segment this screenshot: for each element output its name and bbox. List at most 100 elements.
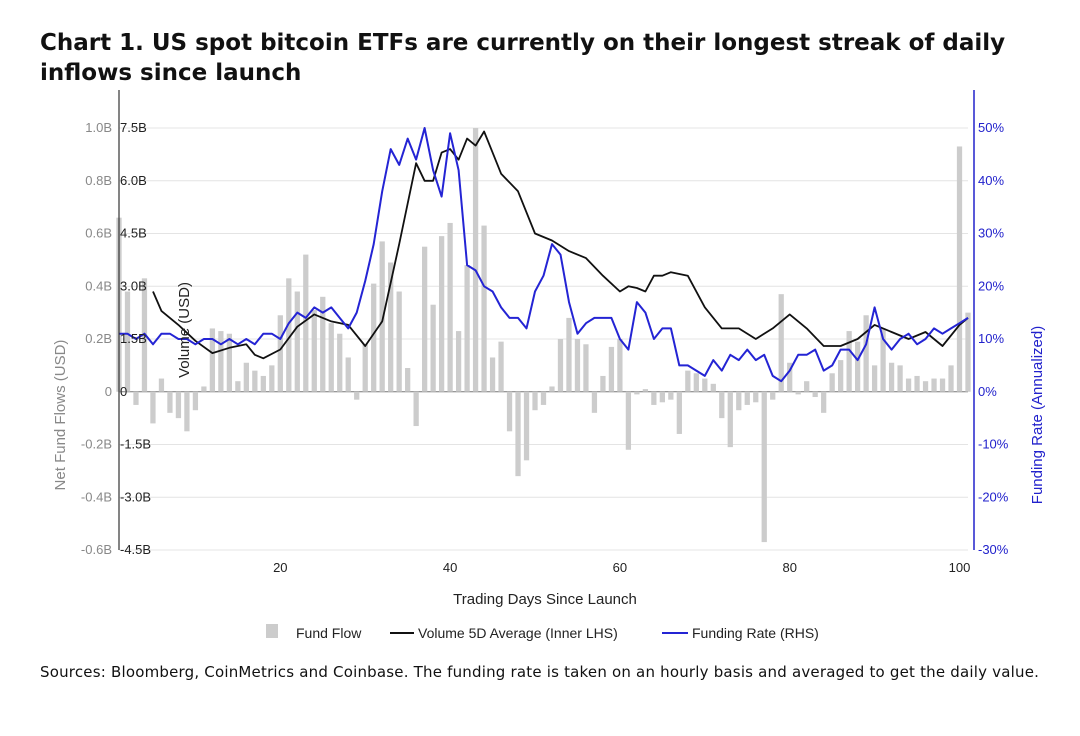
right-tick-label: 10% — [978, 331, 1004, 346]
fund-flow-bar — [922, 381, 929, 392]
inner-left-tick-label: 3.0B — [120, 278, 147, 293]
outer-left-tick-label: 0.8B — [85, 173, 112, 188]
inner-left-tick-label: 7.5B — [120, 120, 147, 135]
fund-flow-bar — [591, 391, 598, 413]
right-tick-label: -10% — [978, 437, 1009, 452]
fund-flow-bar — [659, 391, 665, 403]
fund-flow-bar — [481, 225, 487, 392]
inner-left-tick-label: 0 — [120, 384, 127, 399]
fund-flow-bar — [337, 333, 343, 392]
fund-flow-bar — [320, 296, 326, 392]
fund-flow-bar — [888, 362, 895, 392]
inner-left-tick-label: 4.5B — [120, 226, 147, 241]
fund-flow-bar — [617, 339, 623, 392]
x-tick-label: 60 — [613, 560, 627, 575]
fund-flow-bar — [574, 339, 581, 392]
fund-flow-bar — [328, 323, 334, 392]
fund-flow-bar — [557, 339, 564, 392]
fund-flow-bar — [965, 312, 971, 392]
fund-flow-bar — [447, 222, 453, 392]
fund-flow-bar — [362, 344, 368, 392]
x-tick-label: 20 — [273, 560, 287, 575]
fund-flow-bar — [914, 375, 920, 392]
fund-flow-bar — [625, 391, 632, 450]
x-tick-label: 80 — [782, 560, 796, 575]
fund-flow-bar — [523, 391, 530, 461]
fund-flow-bar — [863, 315, 869, 392]
outer-left-tick-label: -0.4B — [81, 489, 112, 504]
fund-flow-bar — [209, 328, 216, 392]
fund-flow-bar — [303, 254, 309, 392]
fund-flow-bar — [829, 373, 835, 392]
outer-left-tick-label: 0 — [105, 384, 112, 399]
inner-left-tick-label: 6.0B — [120, 173, 147, 188]
fund-flow-bar — [948, 365, 954, 392]
right-tick-label: 40% — [978, 173, 1004, 188]
fund-flow-bar — [311, 309, 317, 392]
fund-flow-bar — [821, 391, 827, 413]
inner-left-tick-label: -4.5B — [120, 542, 151, 557]
x-tick-label: 40 — [443, 560, 457, 575]
fund-flow-bar — [787, 362, 793, 392]
axes — [118, 90, 975, 550]
fund-flow-bar — [761, 391, 767, 543]
legend: Fund Flow Volume 5D Average (Inner LHS) Fu… — [266, 624, 819, 641]
legend-volume-label: Volume 5D Average (Inner LHS) — [418, 625, 618, 641]
outer-left-tick-label: 0.4B — [85, 278, 112, 293]
fund-flow-bar — [184, 391, 190, 432]
volume-5d-average-line — [152, 130, 969, 360]
chart-title: Chart 1. US spot bitcoin ETFs are curren… — [40, 30, 1006, 86]
fund-flow-bar — [489, 357, 496, 392]
fund-flow-bar — [422, 246, 428, 392]
fund-flow-bar — [719, 391, 725, 419]
fund-flow-bar — [727, 391, 733, 448]
fund-flow-bar — [269, 365, 275, 392]
fund-flow-bar — [345, 357, 351, 392]
fund-flow-bar — [804, 381, 810, 392]
fund-flow-bar — [770, 391, 776, 400]
chart: -0.6B -0.4B -0.2B 0 0.2B 0.4B 0.6B 0.8B 1.0B -4.5… — [52, 90, 1046, 641]
fund-flow-bar — [371, 283, 377, 392]
inner-left-tick-label: 1.5B — [120, 331, 147, 346]
fund-flow-bar — [124, 291, 131, 392]
fund-flow-bar — [939, 378, 946, 392]
fund-flow-bar — [702, 378, 708, 392]
x-tick-label: 100 — [949, 560, 971, 575]
fund-flow-bar — [252, 370, 258, 392]
fund-flow-bar — [379, 241, 385, 392]
right-tick-label: 50% — [978, 120, 1004, 135]
fund-flow-bar — [532, 391, 538, 411]
inner-left-tick-label: -3.0B — [120, 489, 151, 504]
fund-flow-bar — [736, 391, 742, 411]
fund-flow-bar — [871, 365, 878, 392]
sources-note: Sources: Bloomberg, CoinMetrics and Coin… — [40, 663, 1040, 681]
fund-flow-bar — [260, 375, 266, 392]
fund-flow-bar — [294, 291, 300, 392]
outer-left-axis-title: Net Fund Flows (USD) — [52, 340, 69, 491]
fund-flow-bar — [880, 328, 886, 392]
fund-flow-bar — [685, 370, 691, 392]
fund-flow-bar — [583, 344, 589, 392]
outer-left-tick-label: 0.2B — [85, 331, 112, 346]
fund-flow-bar — [710, 383, 716, 392]
fund-flow-bar — [226, 333, 233, 392]
fund-flow-bar — [158, 378, 165, 392]
fund-flow-bar — [956, 146, 963, 392]
outer-left-tick-label: -0.2B — [81, 437, 112, 452]
fund-flow-bar — [668, 391, 674, 400]
fund-flow-bar — [634, 391, 640, 395]
right-tick-label: 0% — [978, 384, 997, 399]
fund-flow-bar — [286, 278, 292, 392]
fund-flow-bar — [175, 391, 182, 419]
fund-flow-bar — [693, 373, 699, 392]
fund-flow-bar — [931, 378, 937, 392]
fund-flow-bar — [566, 317, 572, 392]
fund-flow-bar — [846, 331, 852, 392]
fund-flow-bar — [167, 391, 173, 413]
inner-left-axis-title: Volume (USD) — [176, 282, 193, 378]
outer-left-tick-label: 0.6B — [85, 226, 112, 241]
inner-left-tick-label: -1.5B — [120, 437, 151, 452]
right-tick-label: -30% — [978, 542, 1009, 557]
fund-flow-bars — [116, 128, 971, 543]
fund-flow-bar — [753, 391, 759, 403]
